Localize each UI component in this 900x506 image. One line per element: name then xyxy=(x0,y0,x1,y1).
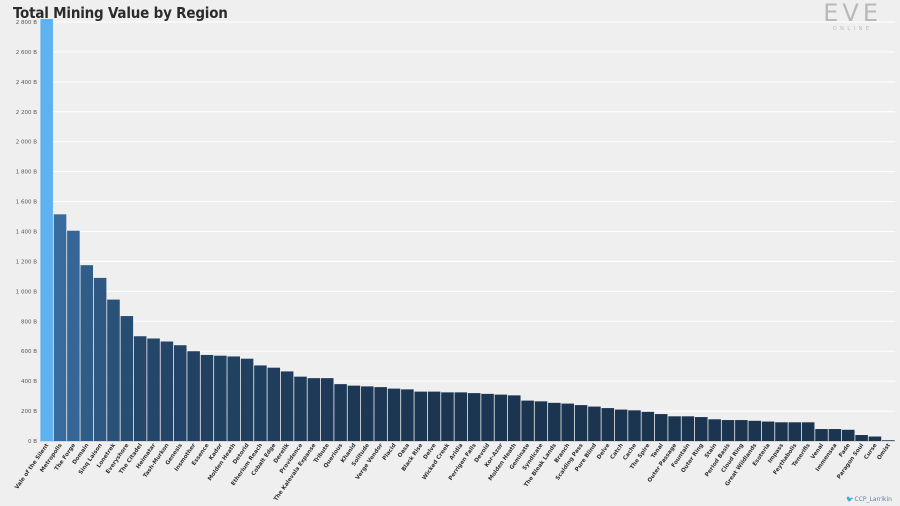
bar xyxy=(815,429,828,441)
bar xyxy=(588,406,601,441)
bar xyxy=(628,410,641,441)
bar xyxy=(681,416,695,441)
bar xyxy=(735,420,748,441)
y-tick-label: 600 B xyxy=(21,349,37,355)
bar xyxy=(494,394,508,441)
bar xyxy=(548,402,561,441)
bar xyxy=(133,336,147,441)
bar xyxy=(280,371,294,441)
x-tick-label: Wicked Creek xyxy=(422,442,452,481)
bar xyxy=(828,429,842,441)
x-tick-label: Placid xyxy=(382,443,398,462)
bar xyxy=(387,388,401,441)
bar xyxy=(708,419,721,441)
bar xyxy=(187,351,200,441)
bar xyxy=(481,393,494,441)
bar xyxy=(534,401,548,441)
bar xyxy=(80,265,94,441)
y-tick-label: 1 600 B xyxy=(16,200,37,206)
y-tick-label: 2 400 B xyxy=(16,80,37,86)
bar xyxy=(748,420,762,441)
bar xyxy=(160,341,174,441)
chart-title: Total Mining Value by Region xyxy=(13,4,228,22)
y-tick-label: 2 000 B xyxy=(16,140,37,146)
bar xyxy=(294,376,307,441)
x-tick-label: Omist xyxy=(876,442,892,461)
credit: 🐦CCP_Larrikin xyxy=(846,496,892,503)
bar xyxy=(200,354,214,441)
bar xyxy=(214,355,227,441)
bar xyxy=(601,408,615,441)
bar xyxy=(855,435,868,441)
logo-sub-text: ONLINE xyxy=(832,26,873,32)
bar xyxy=(868,436,882,441)
bar xyxy=(507,395,521,441)
y-tick-label: 2 800 B xyxy=(16,20,37,26)
bar xyxy=(414,391,428,441)
y-tick-label: 800 B xyxy=(21,319,37,325)
bar xyxy=(668,416,681,441)
y-tick-label: 1 000 B xyxy=(16,289,37,295)
y-axis-ticks: 0 B 200 B 400 B 600 B 800 B 1 000 B 1 200 B 1 4… xyxy=(16,20,37,445)
bar xyxy=(347,385,361,441)
bar xyxy=(614,409,628,441)
bar xyxy=(641,411,655,441)
y-tick-label: 200 B xyxy=(21,409,37,415)
gridlines xyxy=(40,21,895,442)
bar xyxy=(801,422,815,441)
bar xyxy=(320,378,334,441)
bar xyxy=(788,422,802,441)
bar xyxy=(227,356,240,441)
bar xyxy=(695,417,708,441)
credit-text: CCP_Larrikin xyxy=(854,496,892,503)
bar xyxy=(454,392,468,441)
bar xyxy=(574,405,588,441)
bar xyxy=(147,338,160,441)
bar xyxy=(401,389,414,441)
bar xyxy=(267,367,281,441)
bar xyxy=(361,386,374,441)
y-tick-label: 0 B xyxy=(28,439,37,445)
y-tick-label: 1 800 B xyxy=(16,170,37,176)
y-tick-label: 400 B xyxy=(21,379,37,385)
bar xyxy=(761,421,775,441)
bar xyxy=(254,365,267,441)
bar xyxy=(53,214,67,441)
bars xyxy=(40,19,895,442)
y-tick-label: 1 400 B xyxy=(16,230,37,236)
logo-main-text: EVE xyxy=(823,0,882,27)
bar xyxy=(467,393,481,441)
y-tick-label: 2 600 B xyxy=(16,50,37,56)
eve-online-logo: EVE ONLINE xyxy=(823,0,882,32)
bar xyxy=(721,420,735,441)
bar xyxy=(882,440,895,441)
bar xyxy=(374,387,387,441)
bar xyxy=(120,316,134,441)
bar xyxy=(561,403,574,441)
bar xyxy=(775,422,788,441)
bar xyxy=(173,345,187,441)
bar xyxy=(67,230,80,441)
bar xyxy=(441,392,454,441)
bar xyxy=(107,299,120,441)
bar xyxy=(240,358,254,441)
bar xyxy=(307,378,321,441)
bar xyxy=(93,277,107,441)
bar xyxy=(427,391,441,441)
twitter-bird-icon: 🐦 xyxy=(846,496,854,503)
x-tick-label: Paragon Soul xyxy=(836,443,865,481)
y-tick-label: 1 200 B xyxy=(16,259,37,265)
bar xyxy=(841,429,855,441)
bar xyxy=(334,384,347,441)
bar xyxy=(654,414,668,441)
bar xyxy=(521,400,534,441)
y-tick-label: 2 200 B xyxy=(16,110,37,116)
bar xyxy=(40,19,53,442)
